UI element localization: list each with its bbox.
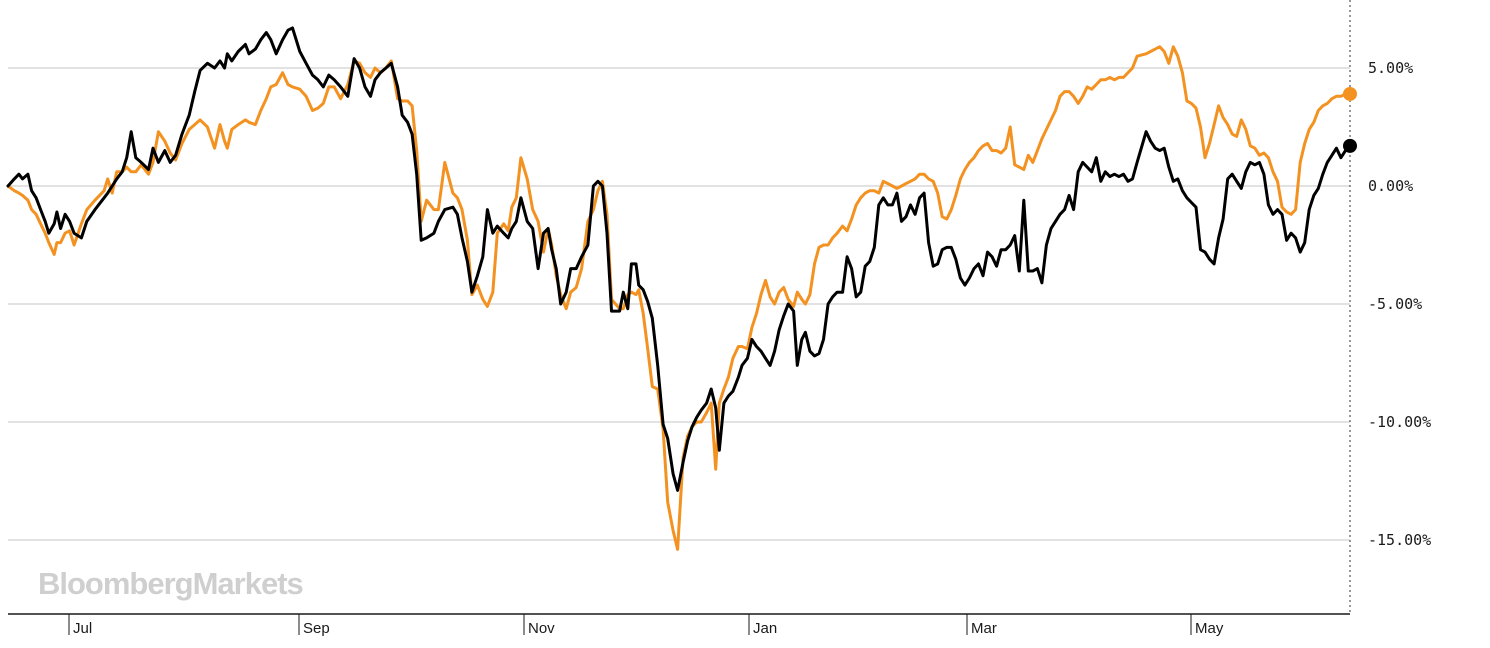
y-tick-label: 5.00%: [1368, 59, 1413, 77]
y-tick-label: -5.00%: [1368, 295, 1422, 313]
x-tick-label: Nov: [528, 620, 555, 637]
x-tick-label: Jul: [73, 620, 92, 637]
series-end-marker-orange: [1343, 86, 1357, 101]
x-tick-label: May: [1195, 620, 1224, 637]
series-line-black: [6, 26, 1352, 492]
x-axis-ticks: Jul Sep Nov Jan Mar May: [68, 614, 1224, 637]
x-tick-label: Mar: [971, 620, 997, 637]
series-line-orange: [6, 45, 1352, 551]
y-tick-label: -15.00%: [1368, 531, 1431, 549]
bloomberg-markets-watermark: BloombergMarkets: [38, 566, 303, 601]
y-axis-ticks: 5.00% 0.00% -5.00% -10.00% -15.00%: [1368, 59, 1431, 549]
x-tick-label: Jan: [753, 620, 777, 637]
y-tick-label: -10.00%: [1368, 413, 1431, 431]
y-tick-label: 0.00%: [1368, 177, 1413, 195]
series-endpoints: [1343, 86, 1357, 153]
x-tick-label: Sep: [303, 620, 330, 637]
series-end-marker-black: [1343, 138, 1357, 153]
series-lines: [6, 26, 1352, 551]
